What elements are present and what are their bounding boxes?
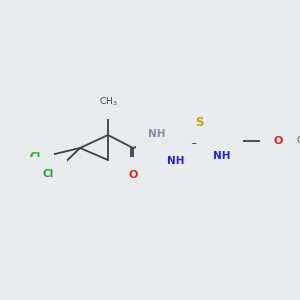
Text: CH$_3$: CH$_3$ <box>99 95 117 108</box>
Text: Cl: Cl <box>43 169 54 179</box>
Text: CH$_3$: CH$_3$ <box>296 135 300 147</box>
Text: S: S <box>195 116 203 128</box>
Text: Cl: Cl <box>30 152 41 162</box>
Text: O: O <box>273 136 283 146</box>
Text: NH: NH <box>148 129 166 139</box>
Text: NH: NH <box>167 156 185 166</box>
Text: NH: NH <box>213 151 231 161</box>
Text: O: O <box>128 170 138 180</box>
